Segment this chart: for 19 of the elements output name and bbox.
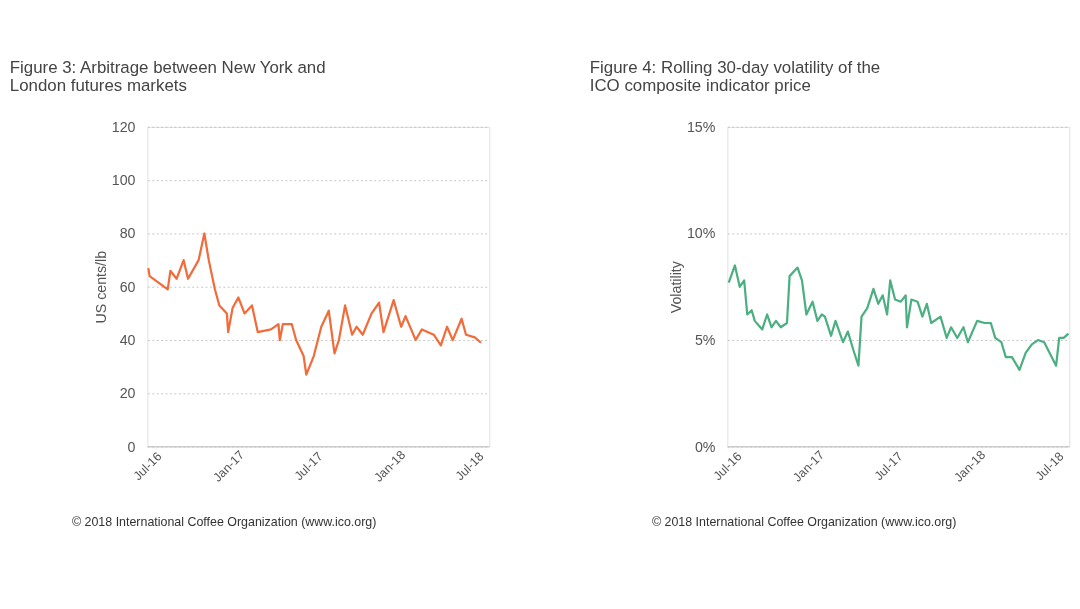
y-tick-label: 80 [119,225,136,242]
y-tick-label: 10% [686,225,716,242]
chart-title: Figure 3: Arbitrage between New York and London futures markets [9,57,326,96]
chart-title: Figure 4: Rolling 30-day volatility of the ICO composite indicator price [589,57,881,96]
y-tick-label: 120 [111,118,136,135]
line-series [727,264,1070,372]
y-tick-label: 40 [119,331,136,348]
line-series [147,232,483,376]
text: © 2018 International Coffee Organization (www.ico.org) [651,514,957,529]
y-tick-label: 0% [694,438,716,455]
y-tick-label: 15% [686,118,716,135]
text: © 2018 International Coffee Organization (www.ico.org) [71,514,377,529]
y-tick-label: 60 [119,278,136,295]
y-tick-label: 0 [127,438,136,455]
y-axis-title: Volatility [667,260,684,314]
y-tick-label: 20 [119,385,136,402]
y-axis-title: US cents/lb [92,250,109,324]
y-tick-label: 5% [694,331,716,348]
y-tick-label: 100 [111,172,136,189]
